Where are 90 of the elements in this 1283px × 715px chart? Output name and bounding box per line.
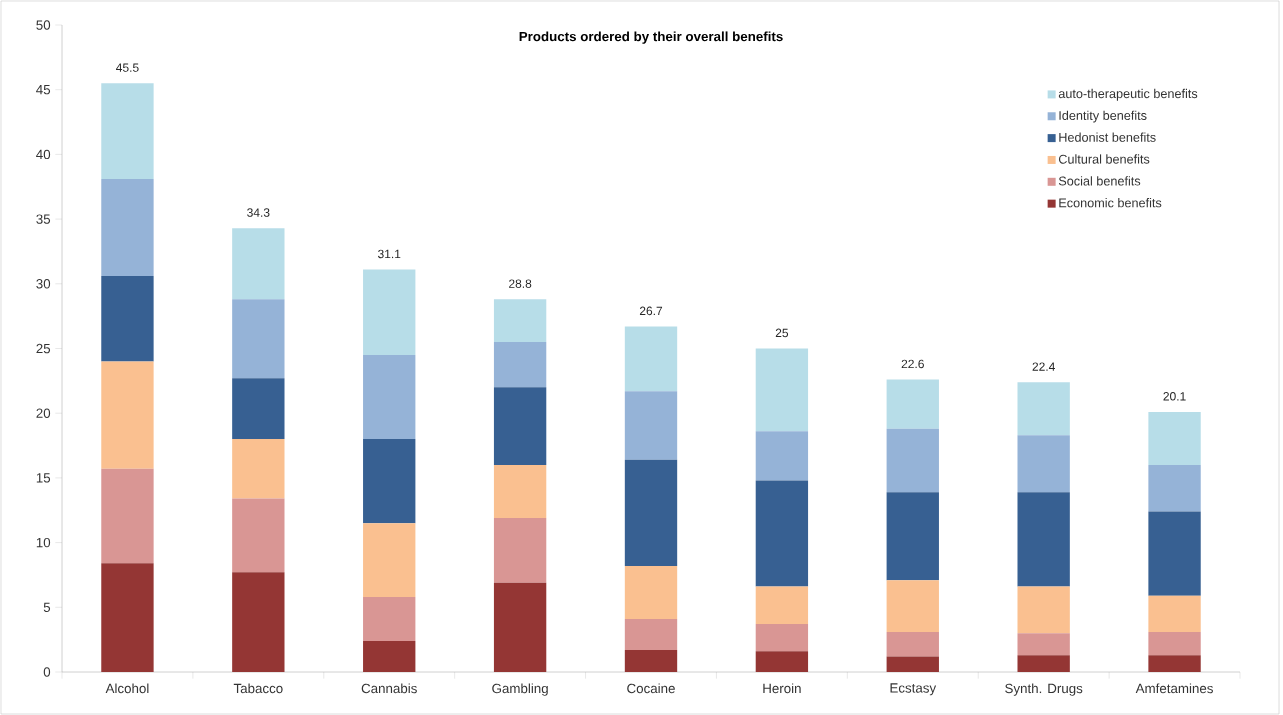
y-tick-label: 15 [36, 473, 51, 483]
bar [101, 276, 154, 362]
bar [363, 439, 416, 524]
bar [1148, 655, 1201, 672]
bar [624, 326, 678, 392]
y-tick-label: 50 [36, 20, 51, 30]
bar [493, 582, 547, 672]
bar [363, 640, 416, 672]
total-label: 34.3 [247, 208, 270, 217]
bar [101, 468, 154, 564]
total-label: 20.1 [1163, 392, 1186, 401]
bar [493, 518, 547, 583]
x-tick-label: Cocaine [627, 683, 675, 694]
bar [363, 354, 416, 440]
x-tick-label: Heroin [763, 683, 801, 694]
bar [886, 492, 939, 581]
bar [363, 596, 416, 641]
bar [101, 361, 154, 469]
bar [755, 586, 809, 625]
bar [1148, 464, 1201, 512]
x-tick-label: Alcohol [105, 683, 149, 694]
legend-label: auto-therapeutic benefits [1058, 88, 1198, 101]
y-tick-label: 5 [43, 602, 51, 612]
bar [886, 656, 939, 672]
y-tick-label: 30 [36, 279, 51, 289]
total-label: 22.6 [901, 359, 924, 369]
bar [624, 391, 678, 460]
bar [1148, 411, 1201, 465]
bar [1017, 492, 1070, 587]
total-label: 31.1 [378, 249, 401, 259]
y-tick-label: 25 [36, 343, 51, 354]
bar [232, 498, 285, 573]
bar [886, 580, 939, 632]
bar [101, 83, 154, 179]
bar [232, 228, 285, 300]
legend-label: Cultural benefits [1058, 154, 1150, 164]
bar [1148, 631, 1201, 656]
bar [101, 178, 154, 277]
bar [624, 565, 678, 619]
x-tick-label: Gambling [492, 683, 548, 696]
legend-label: Identity benefits [1059, 110, 1147, 123]
bar [493, 342, 547, 388]
bar [1017, 435, 1070, 493]
x-tick-label: Ecstasy [890, 683, 937, 696]
bar [1017, 382, 1070, 436]
total-label: 45.5 [116, 63, 139, 72]
bar [1017, 655, 1070, 672]
y-tick-label: 0 [43, 667, 51, 677]
y-tick-label: 10 [36, 537, 51, 548]
bar [101, 563, 154, 672]
legend-label: Social benefits [1058, 176, 1141, 186]
bar [886, 379, 939, 429]
bar [232, 378, 285, 440]
bar [755, 624, 809, 652]
x-tick-label: Cannabis [361, 683, 417, 694]
bar [493, 464, 547, 519]
y-tick-label: 40 [36, 149, 51, 160]
bar [1017, 633, 1070, 656]
bar [1148, 511, 1201, 596]
x-tick-label: Amfetamines [1135, 683, 1213, 694]
bar [232, 439, 285, 499]
x-tick-label: Tabacco [233, 683, 283, 694]
bar [232, 572, 285, 672]
bar [886, 428, 939, 493]
bar [624, 650, 678, 672]
bar [493, 299, 547, 343]
total-label: 22.4 [1032, 362, 1055, 371]
bar [1017, 586, 1070, 634]
legend-label: Economic benefits [1059, 198, 1162, 208]
bar [624, 618, 678, 650]
bar [1148, 595, 1201, 632]
x-tick-label: Synth. Drugs [1005, 683, 1083, 696]
bar [755, 480, 809, 587]
bar [755, 348, 809, 432]
bar [232, 299, 285, 379]
legend-label: Hedonist benefits [1059, 132, 1156, 142]
total-label: 25 [775, 328, 789, 338]
total-label: 26.7 [639, 306, 663, 316]
bar [363, 523, 416, 597]
bar [755, 651, 809, 672]
y-tick-label: 20 [36, 408, 51, 418]
chart-title: Products ordered by their overall benefits [519, 31, 783, 44]
bar [755, 431, 809, 481]
y-tick-label: 35 [36, 214, 51, 224]
y-tick-label: 45 [36, 85, 51, 95]
bar [363, 269, 416, 355]
bar [493, 387, 547, 465]
bar [624, 459, 678, 566]
total-label: 28.8 [509, 279, 532, 288]
bar [886, 631, 939, 657]
